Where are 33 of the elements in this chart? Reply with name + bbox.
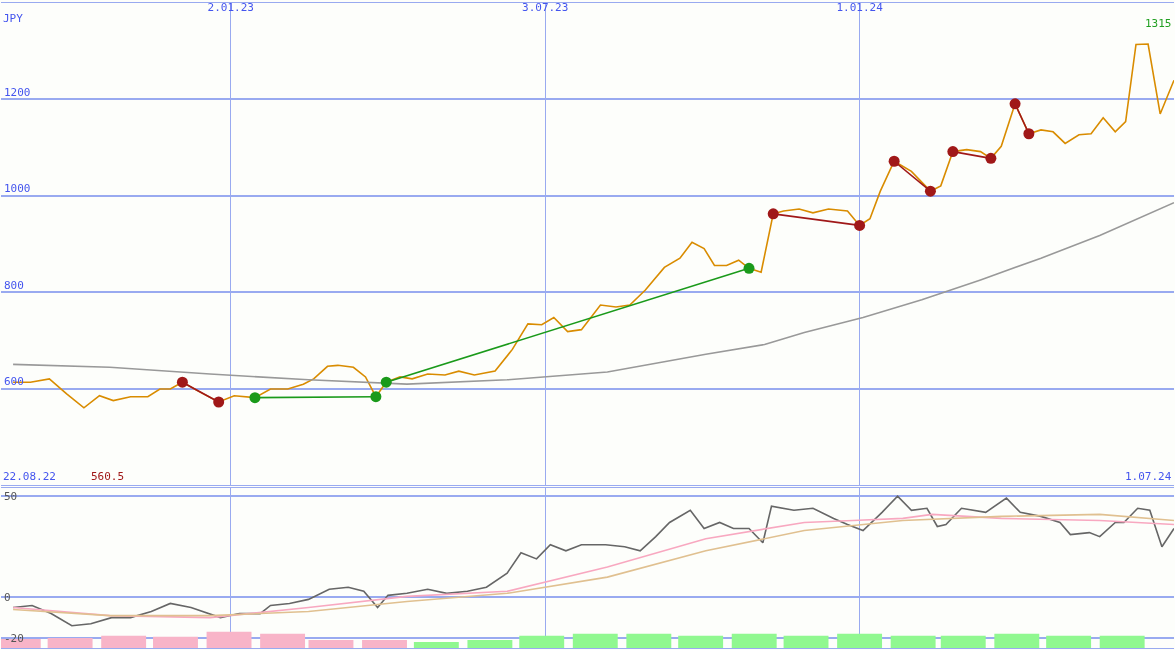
bar <box>731 633 777 648</box>
y-tick-label: 800 <box>4 278 24 292</box>
bar <box>413 641 459 648</box>
bar <box>206 631 252 648</box>
x-tick-label: 3.07.23 <box>522 1 569 15</box>
annotation: 1.07.24 <box>1125 470 1172 483</box>
bar <box>783 635 829 648</box>
y-tick-label: 600 <box>4 375 24 389</box>
bar <box>837 633 883 648</box>
y-axis-title: JPY <box>3 12 24 25</box>
bar <box>994 633 1040 648</box>
bar <box>519 635 565 648</box>
bar <box>940 635 986 648</box>
bar <box>890 635 936 648</box>
bar <box>1046 635 1092 648</box>
x-tick-label: 2.01.23 <box>207 1 254 15</box>
annotation: 560.5 <box>91 470 125 483</box>
bar <box>362 639 407 648</box>
bar <box>308 639 354 648</box>
x-tick-label: 1.01.24 <box>836 1 884 15</box>
annotation: 22.08.22 <box>3 470 56 483</box>
bar <box>467 639 513 648</box>
bar <box>1099 635 1145 648</box>
bar <box>47 637 93 648</box>
bar <box>572 633 618 648</box>
bar <box>678 635 724 648</box>
y-tick-label: 1200 <box>4 85 31 99</box>
y-tick-label: 1000 <box>4 182 31 196</box>
bar <box>626 633 672 648</box>
annotation: 1315 <box>1145 17 1172 30</box>
bar <box>260 633 306 648</box>
bar <box>101 635 147 648</box>
bar <box>153 636 198 648</box>
